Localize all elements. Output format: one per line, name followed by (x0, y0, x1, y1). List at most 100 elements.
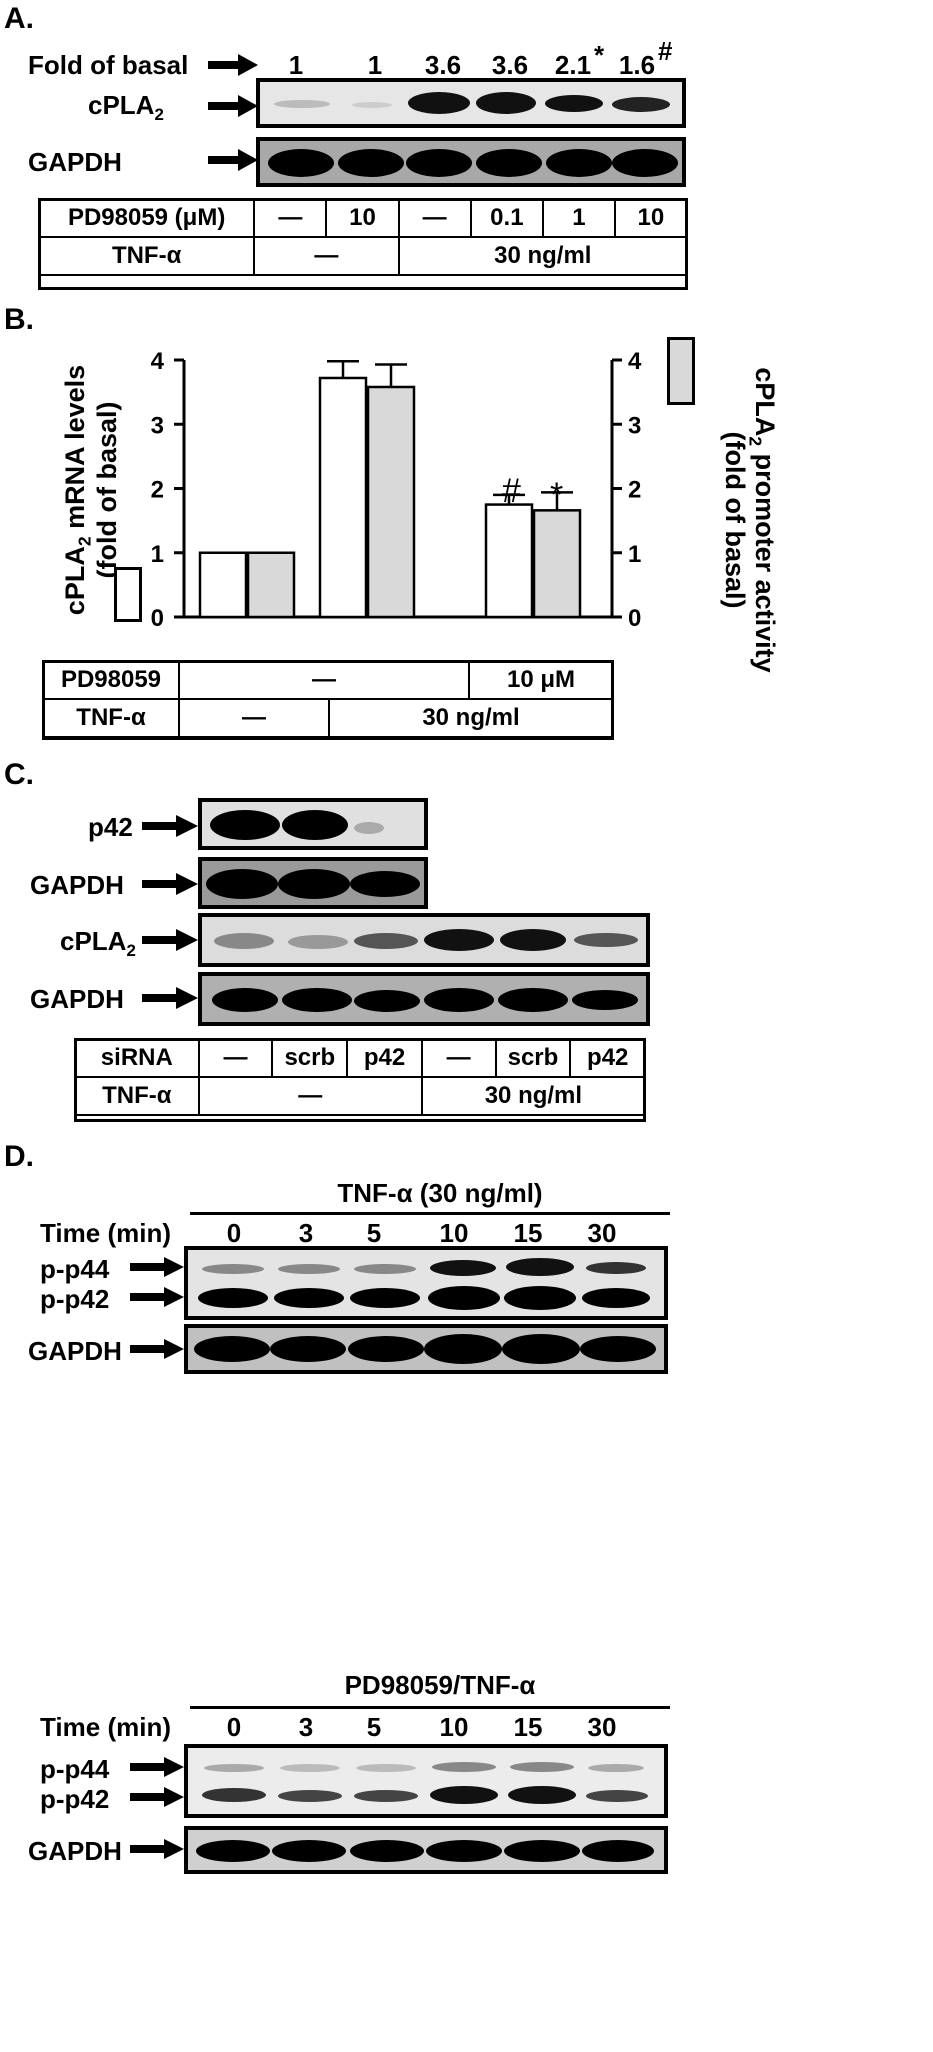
arrow-icon (130, 1757, 184, 1777)
fold-of-basal-label: Fold of basal (28, 50, 189, 80)
title-underline (190, 1212, 670, 1215)
condition-cell: scrb (494, 1038, 572, 1078)
condition-cell: 30 ng/ml (328, 698, 614, 738)
significance-mark: * (594, 40, 605, 70)
cpla2-blot (198, 913, 650, 967)
panel-d-label: D. (4, 1140, 34, 1173)
panel-b-conditions-table-2: TNF-α — 30 ng/ml (42, 698, 614, 738)
y-tick-label-right: 0 (628, 605, 641, 632)
y-tick-label-right: 3 (628, 412, 641, 439)
panel-c-label: C. (4, 758, 34, 791)
sirna-label: siRNA (74, 1038, 200, 1078)
cpla2-blot (256, 78, 686, 128)
bar (318, 376, 368, 619)
bar-chart: 0 1 2 3 4 0 1 2 3 4 (151, 348, 642, 632)
panel-c-conditions-table: siRNA — scrb p42 — scrb p42 TNF-α — 30 n… (74, 1038, 647, 1116)
gapdh-row-label: GAPDH (30, 984, 124, 1014)
cpla2-row-label: cPLA2 (60, 926, 136, 961)
condition-cell: 10 μM (468, 660, 614, 700)
p42-row-label: p42 (88, 812, 133, 842)
pp42-row-label: p-p42 (40, 1284, 110, 1314)
bar (246, 551, 296, 619)
condition-cell: 30 ng/ml (397, 236, 689, 276)
pd98059-label: PD98059 (42, 660, 180, 700)
fold-value: 3.6 (424, 50, 462, 80)
arrow-icon (208, 95, 258, 117)
tnf-label: TNF-α (37, 236, 256, 276)
y-tick-label-left: 3 (151, 412, 164, 439)
arrow-icon (130, 1287, 184, 1307)
condition-cell: — (253, 236, 400, 276)
inhibitor-time-course-title: PD98059/TNF-α (344, 1670, 536, 1700)
arrow-icon (142, 929, 198, 951)
arrow-icon (208, 54, 258, 76)
time-value: 3 (298, 1218, 314, 1248)
condition-cell: — (197, 1038, 274, 1078)
time-value: 5 (366, 1712, 382, 1742)
time-value: 0 (226, 1712, 242, 1742)
y-tick-label-right: 4 (628, 348, 642, 375)
panel-b-conditions-table: PD98059 — 10 μM (42, 660, 614, 700)
panel-b-label: B. (4, 303, 34, 336)
tnf-label: TNF-α (42, 698, 180, 738)
condition-cell: 0.1 (469, 198, 545, 238)
time-value: 0 (226, 1218, 242, 1248)
condition-cell: — (178, 660, 470, 700)
pp44-row-label: p-p44 (40, 1754, 110, 1784)
gapdh-row-label: GAPDH (30, 870, 124, 900)
arrow-icon (142, 815, 198, 837)
time-label: Time (min) (40, 1712, 171, 1742)
gapdh-blot (198, 972, 650, 1026)
time-course-title: TNF-α (30 ng/ml) (337, 1178, 543, 1208)
time-value: 5 (366, 1218, 382, 1248)
fold-value: 1 (367, 50, 383, 80)
bar (198, 551, 248, 619)
p42-blot (198, 798, 428, 850)
condition-cell: — (397, 198, 472, 238)
phospho-erk-blot (184, 1744, 668, 1818)
arrow-icon (142, 987, 198, 1009)
gapdh-blot (184, 1324, 668, 1374)
time-value: 30 (587, 1712, 617, 1742)
fold-value: 1.6 (618, 50, 656, 80)
time-value: 15 (513, 1218, 543, 1248)
gapdh-blot (198, 857, 428, 909)
condition-cell: scrb (271, 1038, 349, 1078)
condition-cell: — (197, 1076, 423, 1116)
pp42-row-label: p-p42 (40, 1784, 110, 1814)
panel-a-conditions-table: PD98059 (μM) — 10 — 0.1 1 10 TNF-α — 30 … (37, 198, 689, 276)
arrow-icon (130, 1339, 184, 1359)
tnf-label: TNF-α (74, 1076, 200, 1116)
arrow-icon (130, 1839, 184, 1859)
fold-value: 2.1 (554, 50, 592, 80)
condition-cell: — (178, 698, 330, 738)
y-tick-label-right: 2 (628, 477, 641, 504)
condition-cell: p42 (346, 1038, 423, 1078)
gapdh-blot (256, 137, 686, 187)
y-tick-label-left: 2 (151, 477, 164, 504)
cpla2-row-label: cPLA2 (88, 90, 164, 125)
arrow-icon (142, 873, 198, 895)
phospho-erk-blot (184, 1246, 668, 1320)
time-value: 30 (587, 1218, 617, 1248)
bar (484, 503, 534, 619)
condition-cell: — (253, 198, 328, 238)
gapdh-row-label: GAPDH (28, 1336, 122, 1366)
y-tick-label-left: 1 (151, 541, 164, 568)
arrow-icon (130, 1787, 184, 1807)
fold-value: 1 (288, 50, 304, 80)
time-value: 10 (439, 1712, 469, 1742)
pp44-row-label: p-p44 (40, 1254, 110, 1284)
gapdh-row-label: GAPDH (28, 1836, 122, 1866)
condition-cell: — (420, 1038, 497, 1078)
arrow-icon (208, 149, 258, 171)
time-label: Time (min) (40, 1218, 171, 1248)
y-tick-label-right: 1 (628, 541, 641, 568)
time-value: 3 (298, 1712, 314, 1742)
gapdh-blot (184, 1826, 668, 1874)
bar (532, 509, 582, 619)
y-tick-label-left: 4 (151, 348, 165, 375)
panel-a-label: A. (4, 2, 34, 35)
left-axis-label-2: (fold of basal) (92, 401, 122, 579)
left-axis-label: cPLA2 mRNA levels (60, 364, 95, 616)
